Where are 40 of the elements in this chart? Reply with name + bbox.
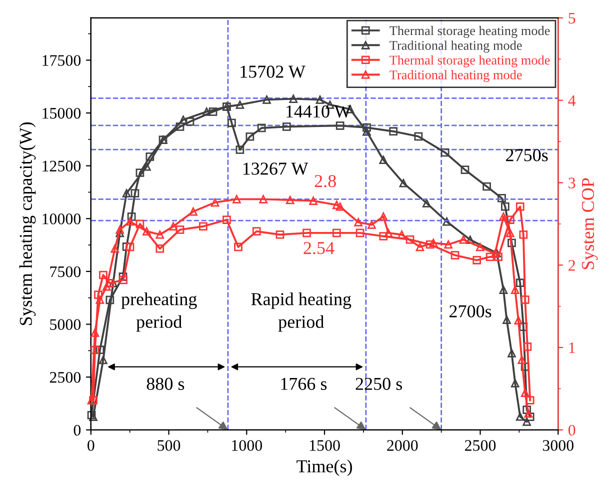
legend-label: Traditional heating mode (390, 40, 522, 53)
y2-axis-title: System COP (582, 178, 598, 270)
x-axis-title: Time(s) (296, 460, 352, 476)
y2-tick-label: 5 (568, 12, 576, 24)
y-tick-label: 17500 (42, 55, 81, 66)
x-tick-label: 500 (158, 440, 180, 451)
y2-tick-label: 2 (568, 260, 575, 271)
ref-line-label: 14410 W (286, 105, 352, 118)
annotation: 2700s (450, 305, 492, 318)
x-tick-label: 1000 (232, 440, 262, 451)
y-tick-label: 2500 (50, 372, 81, 383)
x-tick-label: 3000 (542, 440, 574, 451)
ref-line-label: 2.8 (314, 174, 336, 188)
y-tick-label: 7500 (50, 266, 81, 278)
y2-tick-label: 1 (569, 342, 575, 354)
y2-tick-label: 4 (568, 95, 576, 106)
x-tick-label: 1500 (310, 440, 340, 451)
annotation: Rapid heating period (251, 292, 352, 332)
y-axis-title: System heating capacity(W) (19, 122, 36, 325)
annotation: preheating period (121, 292, 197, 332)
annotation: 2750s (506, 149, 548, 162)
ref-line-label: 15702 W (240, 66, 306, 78)
y-tick-label: 0 (74, 424, 81, 436)
ref-line-label: 2.54 (304, 242, 334, 254)
legend-label: Traditional heating mode (390, 70, 522, 82)
ref-line-label: 1766 s (281, 378, 327, 390)
x-tick-label: 0 (88, 440, 94, 451)
y-tick-label: 15000 (42, 108, 81, 119)
ref-line-label: 13267 W (243, 162, 308, 175)
legend-label: Thermal storage heating mode (390, 26, 550, 38)
y-tick-label: 10000 (42, 214, 81, 224)
x-tick-label: 2000 (387, 440, 418, 451)
ref-line-label: 2250 s (356, 378, 402, 390)
y-tick-label: 5000 (50, 319, 81, 330)
y2-tick-label: 3 (568, 178, 576, 188)
y-tick-label: 12500 (42, 160, 81, 172)
ref-line-label: 880 s (146, 378, 184, 390)
legend-label: Thermal storage heating mode (390, 55, 550, 68)
x-tick-label: 2500 (464, 440, 496, 451)
y2-tick-label: 0 (568, 424, 576, 436)
